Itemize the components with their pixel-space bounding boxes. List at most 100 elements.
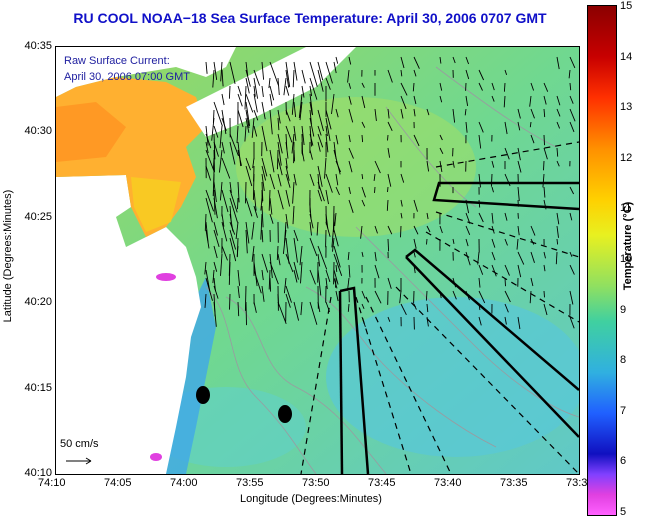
current-vector xyxy=(285,173,291,188)
current-vector xyxy=(373,173,376,181)
current-vector xyxy=(229,229,237,250)
current-vector xyxy=(245,93,254,113)
current-vector xyxy=(331,93,335,115)
current-vector xyxy=(452,56,456,64)
current-vector xyxy=(569,121,575,133)
current-vector xyxy=(317,141,321,152)
current-vector xyxy=(213,261,218,272)
current-vector xyxy=(569,95,574,104)
current-vector xyxy=(361,121,366,128)
current-vector xyxy=(300,261,303,284)
lat-tick-label: 40:30 xyxy=(24,125,52,138)
current-vector xyxy=(253,77,259,99)
lon-tick-label: 74:10 xyxy=(38,477,66,489)
current-vector xyxy=(348,95,352,105)
current-vector xyxy=(413,251,416,258)
y-axis-title: Latitude (Degrees:Minutes) xyxy=(2,189,14,323)
current-vector xyxy=(237,181,240,203)
current-vector xyxy=(517,264,522,278)
current-vector xyxy=(400,212,403,219)
current-vector xyxy=(465,69,470,80)
current-vector xyxy=(277,117,280,131)
current-vector xyxy=(504,277,506,287)
current-vector xyxy=(491,212,494,224)
current-vector xyxy=(204,261,207,275)
current-vector xyxy=(374,225,378,234)
current-vector xyxy=(569,108,576,122)
current-vectors xyxy=(204,56,576,330)
current-vector xyxy=(261,125,268,152)
current-vector xyxy=(347,69,350,83)
current-vector xyxy=(300,301,303,316)
colorbar-tick-label: 10 xyxy=(620,253,633,265)
current-vector xyxy=(228,261,231,285)
current-vector xyxy=(361,290,366,299)
current-vector xyxy=(221,245,228,261)
current-vector xyxy=(251,117,255,138)
current-vector xyxy=(325,125,328,137)
current-vector xyxy=(285,189,291,207)
colorbar-tick-label: 6 xyxy=(620,455,627,468)
current-vector xyxy=(465,251,471,266)
current-vector xyxy=(569,186,575,195)
current-vector xyxy=(309,269,316,285)
current-vector xyxy=(293,101,297,118)
colorbar-tick-label: 12 xyxy=(620,151,633,164)
current-vector xyxy=(426,212,429,220)
current-vector xyxy=(543,251,546,259)
sst-map xyxy=(55,46,580,475)
current-vector xyxy=(212,157,215,170)
current-vector xyxy=(569,82,572,91)
current-vector xyxy=(335,186,340,196)
current-vector xyxy=(504,316,507,325)
current-vector xyxy=(386,199,389,211)
colorbar-tick-label: 7 xyxy=(620,404,627,417)
current-vector xyxy=(517,108,521,119)
current-vector xyxy=(235,221,239,240)
lon-tick-label: 73:40 xyxy=(434,477,462,489)
current-vector xyxy=(556,108,561,117)
current-vector xyxy=(218,149,223,173)
current-vector xyxy=(325,133,329,153)
map-canvas xyxy=(56,47,579,474)
current-vector xyxy=(517,147,521,161)
current-vector xyxy=(253,109,259,121)
warm-water-patch xyxy=(236,97,476,237)
current-vector xyxy=(283,77,287,96)
current-vector xyxy=(530,82,535,91)
x-axis-title: Longitude (Degrees:Minutes) xyxy=(240,493,382,505)
current-vector xyxy=(269,261,279,285)
current-vector xyxy=(237,197,239,210)
current-vector xyxy=(301,125,305,146)
current-vector xyxy=(261,253,269,273)
current-vector xyxy=(245,301,247,326)
current-vector xyxy=(387,173,392,187)
current-vector xyxy=(213,61,218,80)
scale-label: 50 cm/s xyxy=(60,438,99,450)
current-vector xyxy=(292,69,295,88)
buoy-marker xyxy=(278,405,292,423)
current-vector xyxy=(568,69,571,79)
current-vector xyxy=(293,61,298,81)
current-vector xyxy=(517,160,522,173)
current-vector xyxy=(293,301,300,321)
current-vector xyxy=(333,253,343,276)
current-vector xyxy=(245,61,249,76)
current-vector xyxy=(285,213,289,229)
colorbar-tick-label: 14 xyxy=(620,50,633,63)
current-vector xyxy=(261,229,264,243)
current-vector xyxy=(361,303,365,309)
current-vector xyxy=(221,109,227,135)
current-vector xyxy=(491,264,497,277)
colorbar-tick-label: 5 xyxy=(620,506,627,518)
current-vector xyxy=(556,56,560,70)
current-vector xyxy=(543,186,546,198)
lon-tick-label: 73:3 xyxy=(566,477,588,489)
current-vector xyxy=(213,133,216,160)
current-vector xyxy=(291,93,295,115)
current-vector xyxy=(292,205,295,225)
current-vector xyxy=(452,238,455,244)
current-vector xyxy=(269,85,275,101)
current-vector xyxy=(228,85,231,99)
current-vector xyxy=(205,149,215,172)
